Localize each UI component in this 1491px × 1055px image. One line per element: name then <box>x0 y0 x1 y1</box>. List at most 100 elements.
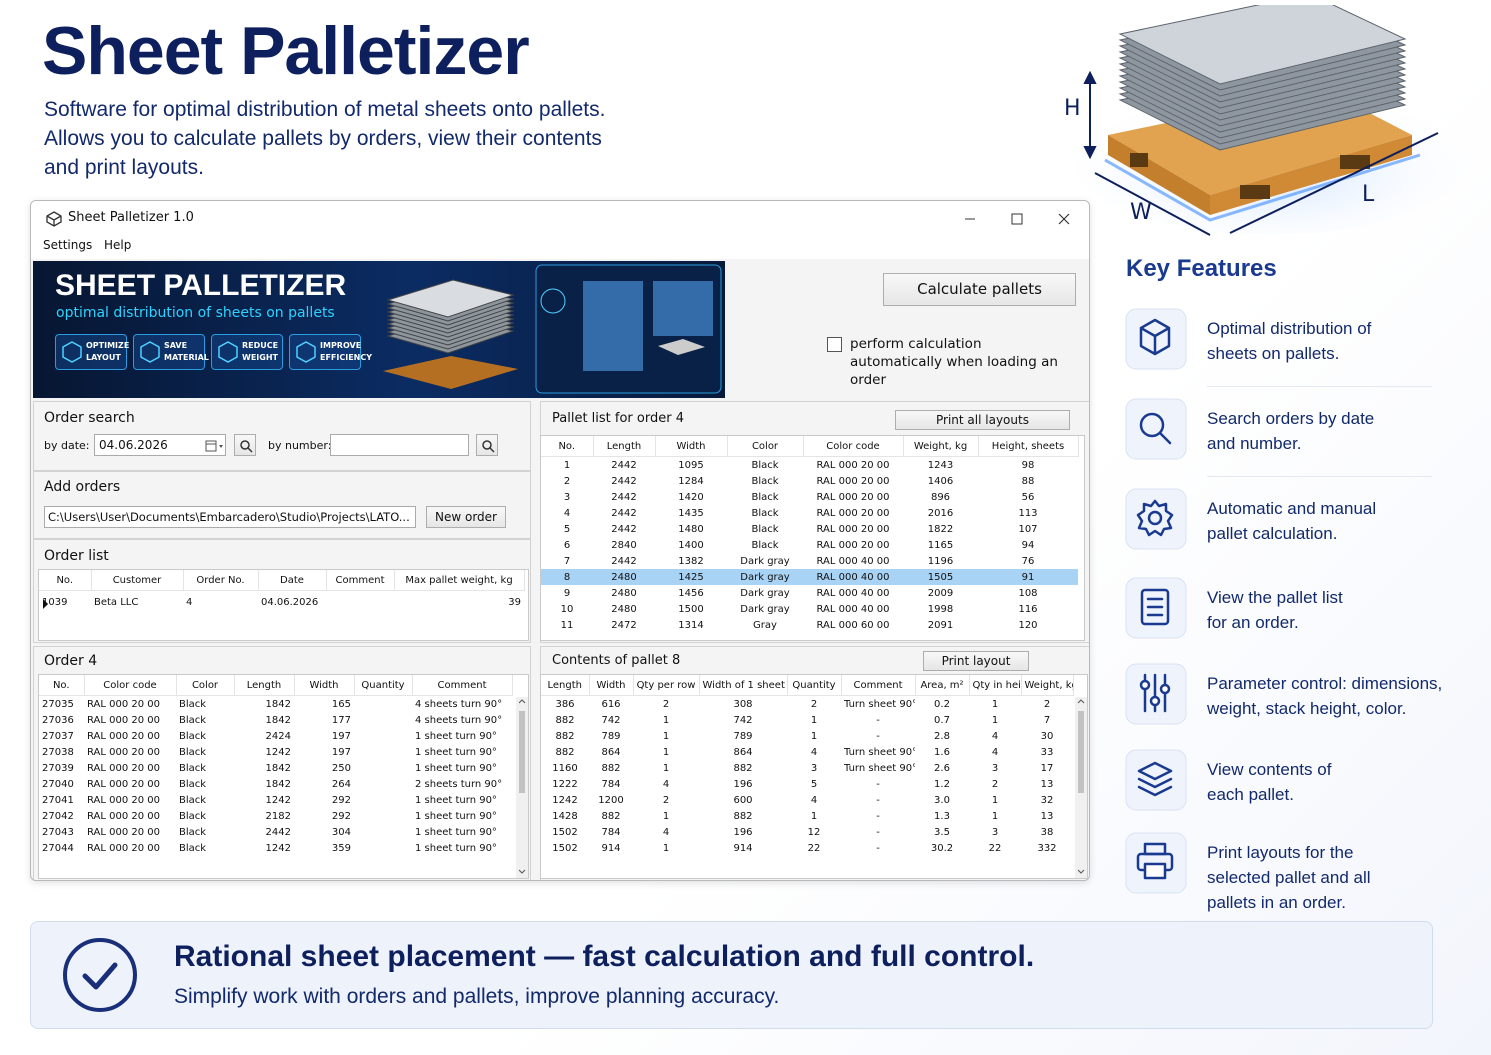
print-layout-button[interactable]: Print layout <box>923 651 1029 671</box>
column-header[interactable]: Comment <box>841 675 916 696</box>
column-header[interactable]: Width <box>294 675 355 696</box>
column-header[interactable]: Length <box>541 675 590 696</box>
column-header[interactable]: Comment <box>326 570 395 591</box>
print-all-button[interactable]: Print all layouts <box>895 410 1070 430</box>
column-header[interactable]: Weight, kg <box>1021 675 1074 696</box>
table-row[interactable]: 1428 882 1 882 1 - 1.3 1 13 <box>541 808 1073 824</box>
column-header[interactable]: No. <box>39 570 92 591</box>
table-cell: 76 <box>1021 555 1035 567</box>
column-header[interactable]: Color code <box>84 675 177 696</box>
menu-item[interactable]: Help <box>104 238 132 252</box>
path-input[interactable]: C:\Users\User\Documents\Embarcadero\Stud… <box>44 506 416 528</box>
table-cell: Black <box>179 794 207 806</box>
app-icon-graphic <box>46 211 62 227</box>
badge-icon <box>61 341 83 363</box>
table-row[interactable]: 1 2442 1095 Black RAL 000 20 00 1243 98 <box>541 457 1078 474</box>
table-cell: 1425 <box>678 571 704 583</box>
column-header[interactable]: Width of 1 sheet <box>699 675 788 696</box>
column-header[interactable]: No. <box>39 675 85 696</box>
table-row[interactable]: 882 742 1 742 1 - 0.7 1 7 <box>541 712 1073 728</box>
table-row[interactable]: 1222 784 4 196 5 - 1.2 2 13 <box>541 776 1073 792</box>
column-header[interactable]: Qty in height <box>969 675 1022 696</box>
column-header[interactable]: Quantity <box>787 675 842 696</box>
date-input[interactable]: 04.06.2026 <box>94 434 226 456</box>
table-cell: 0.7 <box>934 714 950 726</box>
table-row[interactable]: 27043 RAL 000 20 00 Black 2442 304 1 sheet tu… <box>39 824 512 840</box>
table-cell: RAL 000 20 00 <box>87 842 161 854</box>
number-input[interactable] <box>330 434 469 456</box>
table-cell: Black <box>751 491 779 503</box>
table-row[interactable]: 882 864 1 864 4 Turn sheet 90° 1.6 4 33 <box>541 744 1073 760</box>
column-header[interactable]: No. <box>541 436 594 457</box>
table-cell: 32 <box>1040 794 1054 806</box>
table-row[interactable]: 8 2480 1425 Dark gray RAL 000 40 00 1505 91 <box>541 569 1078 585</box>
column-header[interactable]: Length <box>593 436 656 457</box>
table-row[interactable]: 1039 Beta LLC 4 04.06.2026 39 <box>39 591 524 614</box>
table-row[interactable]: 27035 RAL 000 20 00 Black 1842 165 4 sheets t… <box>39 696 512 713</box>
table-row[interactable]: 10 2480 1500 Dark gray RAL 000 40 00 1998 116 <box>541 601 1078 617</box>
table-row[interactable]: 27037 RAL 000 20 00 Black 2424 197 1 sheet tu… <box>39 728 512 744</box>
table-cell: 1200 <box>598 794 624 806</box>
column-header[interactable]: Width <box>589 675 634 696</box>
table-row[interactable]: 3 2442 1420 Black RAL 000 20 00 896 56 <box>541 489 1078 505</box>
table-row[interactable]: 5 2442 1480 Black RAL 000 20 00 1822 107 <box>541 521 1078 537</box>
data-grid: Length Width Qty per row Width of 1 sheet Qu… <box>540 674 1088 879</box>
table-cell: 1243 <box>927 459 954 471</box>
table-cell: 88 <box>1021 475 1035 487</box>
table-cell: 1842 <box>265 714 291 726</box>
table-cell: 742 <box>601 714 621 726</box>
table-cell: 1 sheet turn 90° <box>415 826 497 838</box>
table-row[interactable]: 27040 RAL 000 20 00 Black 1842 264 2 sheets t… <box>39 776 512 792</box>
table-cell: 1 <box>662 810 670 822</box>
column-header[interactable]: Comment <box>412 675 513 696</box>
column-header[interactable]: Color code <box>803 436 904 457</box>
column-header[interactable]: Order No. <box>183 570 259 591</box>
table-cell: 94 <box>1021 539 1035 551</box>
calculate-button[interactable]: Calculate pallets <box>883 273 1076 306</box>
table-row[interactable]: 386 616 2 308 2 Turn sheet 90° 0.2 1 2 <box>541 696 1073 713</box>
table-row[interactable]: 11 2472 1314 Gray RAL 000 60 00 2091 120 <box>541 617 1078 633</box>
column-header[interactable]: Quantity <box>354 675 413 696</box>
table-row[interactable]: 9 2480 1456 Dark gray RAL 000 40 00 2009 108 <box>541 585 1078 601</box>
feature-icon-graphic <box>1125 577 1187 639</box>
column-header[interactable]: Date <box>258 570 327 591</box>
table-cell: 1 sheet turn 90° <box>415 842 497 854</box>
column-header[interactable]: Area, m² <box>915 675 970 696</box>
column-header[interactable]: Weight, kg <box>903 436 979 457</box>
table-cell: 1420 <box>678 491 704 503</box>
column-header[interactable]: Height, sheets <box>978 436 1079 457</box>
table-row[interactable]: 1160 882 1 882 3 Turn sheet 90° 2.6 3 17 <box>541 760 1073 776</box>
search-button[interactable] <box>476 434 498 456</box>
table-row[interactable]: 1242 1200 2 600 4 - 3.0 1 32 <box>541 792 1073 808</box>
search-button[interactable] <box>234 434 256 456</box>
column-header[interactable]: Max pallet weight, kg <box>394 570 525 591</box>
features-title: Key Features <box>1126 255 1277 282</box>
table-row[interactable]: 27036 RAL 000 20 00 Black 1842 177 4 sheets t… <box>39 712 512 728</box>
table-cell: 882 <box>601 810 621 822</box>
table-row[interactable]: 2 2442 1284 Black RAL 000 20 00 1406 88 <box>541 473 1078 489</box>
new-order-button[interactable]: New order <box>426 506 506 528</box>
table-cell: 914 <box>733 842 753 854</box>
table-row[interactable]: 27038 RAL 000 20 00 Black 1242 197 1 sheet tu… <box>39 744 512 760</box>
column-header[interactable]: Color <box>727 436 804 457</box>
column-header[interactable]: Length <box>234 675 295 696</box>
table-row[interactable]: 7 2442 1382 Dark gray RAL 000 40 00 1196 76 <box>541 553 1078 569</box>
table-row[interactable]: 882 789 1 789 1 - 2.8 4 30 <box>541 728 1073 744</box>
table-cell <box>326 591 394 614</box>
column-header[interactable]: Width <box>655 436 728 457</box>
column-header[interactable]: Color <box>176 675 235 696</box>
column-header[interactable]: Qty per row <box>633 675 700 696</box>
table-row[interactable]: 6 2840 1400 Black RAL 000 20 00 1165 94 <box>541 537 1078 553</box>
table-row[interactable]: 27044 RAL 000 20 00 Black 1242 359 1 sheet tu… <box>39 840 512 856</box>
menu-item[interactable]: Settings <box>43 238 93 252</box>
table-row[interactable]: 27041 RAL 000 20 00 Black 1242 292 1 sheet tu… <box>39 792 512 808</box>
auto-checkbox[interactable] <box>827 337 842 352</box>
table-cell: 1 <box>662 762 670 774</box>
table-row[interactable]: 1502 914 1 914 22 - 30.2 22 332 <box>541 840 1073 856</box>
table-row[interactable]: 27039 RAL 000 20 00 Black 1842 250 1 sheet tu… <box>39 760 512 776</box>
column-header[interactable]: Customer <box>91 570 184 591</box>
table-row[interactable]: 4 2442 1435 Black RAL 000 20 00 2016 113 <box>541 505 1078 521</box>
table-cell: 1314 <box>678 619 704 631</box>
table-row[interactable]: 1502 784 4 196 12 - 3.5 3 38 <box>541 824 1073 840</box>
table-row[interactable]: 27042 RAL 000 20 00 Black 2182 292 1 sheet tu… <box>39 808 512 824</box>
